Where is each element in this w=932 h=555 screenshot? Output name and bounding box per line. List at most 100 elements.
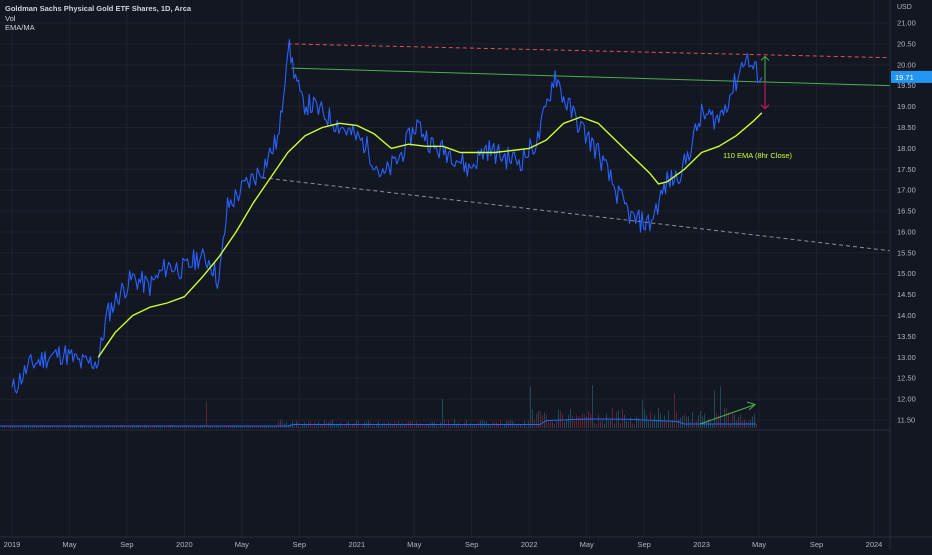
volume-bar [636,416,637,428]
volume-bar [702,416,703,428]
volume-bar [494,422,495,428]
volume-bar [666,420,667,428]
volume-bar [36,425,37,428]
volume-bar [150,426,151,428]
volume-bar [168,426,169,428]
volume-bar [380,426,381,428]
volume-bar [610,420,611,428]
volume-bar [14,425,15,428]
volume-bar [552,421,553,428]
volume-bar [194,425,195,428]
volume-bar [502,426,503,428]
volume-bar [28,425,29,428]
volume-bar [80,425,81,428]
volume-bar [262,426,263,428]
volume-bar [146,425,147,428]
volume-bar [208,425,209,428]
ema-line [97,112,763,358]
volume-bar [344,425,345,428]
volume-bar [2,426,3,428]
volume-bar [568,414,569,428]
volume-bar [430,422,431,428]
volume-bar [20,426,21,428]
time-axis[interactable]: 2019 May Sep 2020 May Sep 2021 May Sep 2022 May Sep… [0,429,932,549]
volume-bar [488,423,489,428]
volume-bar [204,426,205,428]
ema-ma-label[interactable]: EMA/MA [5,23,35,32]
price-tick-label: 16.00 [897,227,916,236]
volume-bar [144,425,145,428]
volume-bar [392,424,393,428]
volume-bar [566,419,567,428]
projection-arrows[interactable] [760,55,770,110]
time-tick-label: May [580,540,594,549]
volume-bar [212,426,213,428]
volume-bar [316,423,317,428]
volume-bar [336,425,337,428]
price-axis[interactable]: 21.00 20.50 20.00 19.50 19.00 18.50 18.00 17.50… [889,0,932,550]
volume-bar [286,421,287,428]
vol-label[interactable]: Vol [5,13,16,23]
volume-bar [342,426,343,428]
volume-bar [114,426,115,428]
volume-bar [162,426,163,428]
trend-channel[interactable] [261,43,891,252]
volume-bar [196,426,197,428]
volume-bar [530,386,531,428]
volume-bar [206,401,207,428]
volume-bar [130,426,131,428]
volume-bar [160,426,161,428]
volume-bar [726,407,727,428]
volume-bar [436,424,437,428]
volume-bar [622,409,623,428]
volume-bar [268,425,269,428]
volume-bar [720,386,721,428]
volume-bar [700,410,701,428]
volume-bar [738,416,739,428]
volume-bar [170,425,171,428]
volume-bar [38,426,39,428]
volume-bar [584,414,585,428]
volume-bar [100,426,101,428]
volume-bar [626,421,627,428]
volume-bar [460,424,461,428]
volume-bar [578,416,579,428]
volume-bar [684,414,685,428]
volume-bar [42,425,43,428]
volume-bar [18,426,19,428]
price-series [11,39,763,394]
volume-bar [154,426,155,428]
volume-bar [102,426,103,428]
volume-bar [258,426,259,428]
volume-bar [672,419,673,428]
price-tick-label: 19.50 [897,81,916,90]
time-tick-label: Sep [637,540,650,549]
volume-bar [108,425,109,428]
volume-bar [302,424,303,428]
volume-bar [594,422,595,428]
volume-bar [116,426,117,428]
volume-bar [708,418,709,428]
volume-bar [562,414,563,428]
volume-bar [396,425,397,428]
chart-legend: Goldman Sachs Physical Gold ETF Shares, … [5,4,191,33]
symbol-title[interactable]: Goldman Sachs Physical Gold ETF Shares, … [5,4,192,13]
volume-bar [658,407,659,428]
volume-bar [616,411,617,428]
volume-bar [732,413,733,428]
volume-bar [276,425,277,428]
volume-bar [226,426,227,428]
volume-bar [136,425,137,428]
time-tick-label: Sep [293,540,306,549]
volume-bar [670,422,671,428]
volume-bar [474,424,475,428]
volume-bar [698,415,699,428]
arrow-down-head [760,104,770,110]
volume-bar [602,420,603,428]
price-tick-label: 12.50 [897,374,916,383]
volume-bar [78,426,79,428]
volume-bar [462,425,463,428]
volume-bar [188,426,189,428]
